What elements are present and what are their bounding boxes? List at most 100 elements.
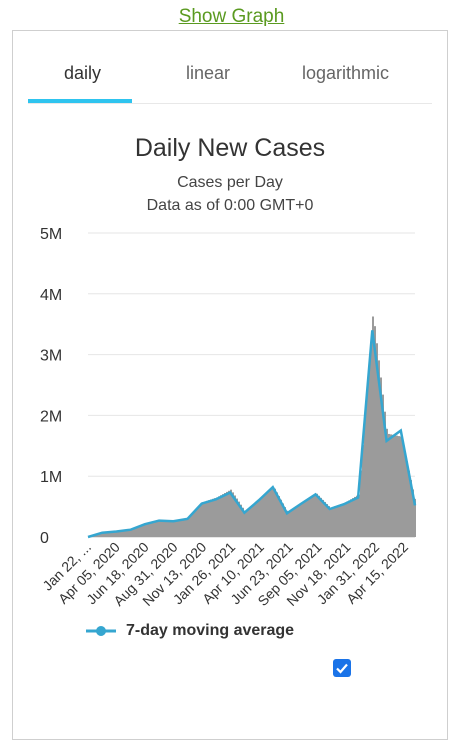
bar <box>188 517 190 537</box>
bar <box>150 522 152 537</box>
bar <box>318 495 320 537</box>
bar <box>230 489 232 537</box>
bar <box>370 342 372 537</box>
bar <box>406 461 408 537</box>
bar <box>166 520 168 537</box>
bar <box>306 499 308 537</box>
bar <box>242 507 244 537</box>
bar <box>148 522 150 537</box>
bar <box>156 520 158 537</box>
bar <box>118 530 120 537</box>
bar <box>164 520 166 537</box>
bar <box>214 498 216 537</box>
bar <box>124 529 126 537</box>
bar <box>146 523 148 537</box>
bar <box>312 495 314 537</box>
bar <box>196 508 198 537</box>
legend-line-dot-icon <box>86 626 116 636</box>
bar <box>240 504 242 537</box>
bar <box>398 436 400 537</box>
bar <box>376 343 378 537</box>
bar <box>198 506 200 537</box>
bar <box>284 507 286 537</box>
bar <box>292 509 294 537</box>
bar <box>142 524 144 537</box>
bar <box>244 510 246 537</box>
bar <box>384 411 386 537</box>
bar <box>392 434 394 537</box>
bar <box>280 499 282 537</box>
bar <box>412 489 414 537</box>
moving-average-checkbox[interactable] <box>333 659 351 677</box>
bar <box>276 492 278 537</box>
legend-label: 7-day moving average <box>126 622 295 639</box>
bar <box>122 530 124 537</box>
bar <box>294 507 296 537</box>
bar <box>344 502 346 537</box>
bar <box>228 490 230 537</box>
tab-logarithmic[interactable]: logarithmic <box>302 63 390 83</box>
bar <box>322 499 324 537</box>
bar <box>178 519 180 537</box>
bar <box>138 526 140 537</box>
bar <box>368 367 370 537</box>
bar <box>194 510 196 537</box>
bar <box>302 502 304 537</box>
bar <box>326 504 328 537</box>
bar <box>404 451 406 537</box>
tab-daily[interactable]: daily <box>64 63 102 83</box>
bar <box>202 502 204 537</box>
bar <box>232 492 234 537</box>
bar <box>152 521 154 537</box>
tab-linear[interactable]: linear <box>186 63 231 83</box>
bar <box>310 496 312 537</box>
bar <box>386 428 388 537</box>
y-tick-label: 3M <box>40 348 62 365</box>
bar <box>348 500 350 537</box>
bar <box>362 444 364 537</box>
bar <box>104 531 106 537</box>
bar <box>176 520 178 537</box>
bar <box>200 504 202 537</box>
bar <box>238 501 240 537</box>
bar <box>316 493 318 537</box>
bar <box>184 518 186 537</box>
bar <box>256 501 258 537</box>
bar <box>102 532 104 537</box>
bar <box>260 498 262 537</box>
bar <box>204 501 206 537</box>
y-tick-label: 2M <box>40 408 62 425</box>
bar <box>190 515 192 537</box>
bar <box>290 510 292 537</box>
bar <box>274 488 276 537</box>
moving-average-line <box>87 330 417 539</box>
chart-subtitle-1: Cases per Day <box>177 174 283 191</box>
legend[interactable]: 7-day moving average <box>84 622 294 640</box>
bar <box>116 530 118 537</box>
bar <box>216 497 218 537</box>
bar <box>270 489 272 537</box>
bar <box>350 499 352 537</box>
bar <box>100 532 102 537</box>
bar <box>360 470 362 537</box>
bar <box>112 531 114 537</box>
bar <box>192 513 194 537</box>
bar <box>338 504 340 537</box>
bar <box>408 470 410 537</box>
bar <box>120 530 122 537</box>
bar <box>172 520 174 537</box>
bar <box>388 433 390 537</box>
bar <box>288 512 290 537</box>
bar <box>358 494 360 537</box>
show-graph-link[interactable]: Show Graph <box>178 6 285 27</box>
bar <box>272 487 274 537</box>
tab-bar: daily linear logarithmic <box>28 31 432 104</box>
bar <box>226 491 228 537</box>
bar <box>130 529 132 537</box>
y-tick-label: 4M <box>40 287 62 304</box>
y-tick-label: 1M <box>40 469 62 486</box>
bar <box>222 494 224 537</box>
bar <box>320 497 322 537</box>
bar <box>160 520 162 537</box>
